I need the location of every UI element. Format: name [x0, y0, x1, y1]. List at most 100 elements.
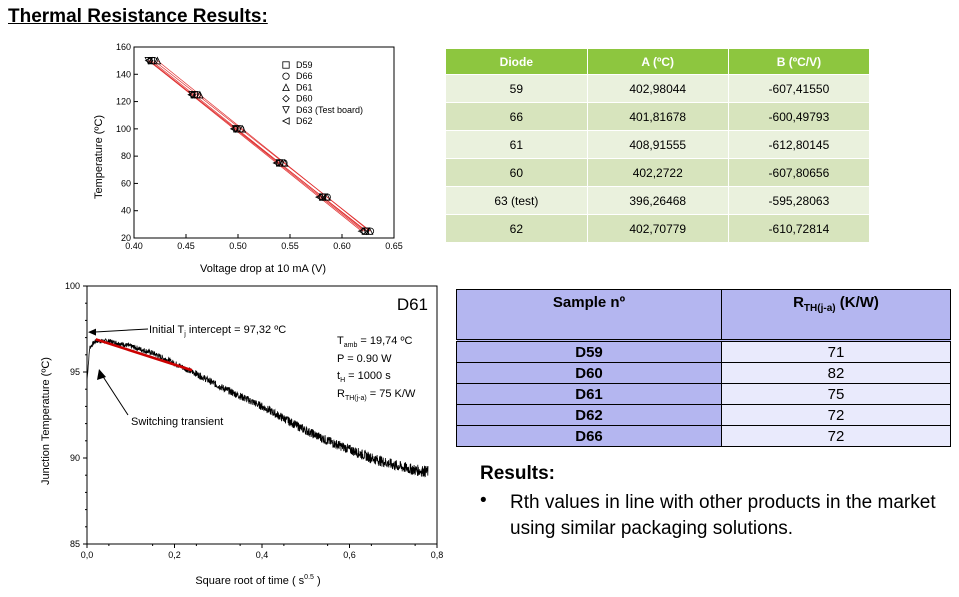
rth-table-row: D61 75: [456, 383, 951, 405]
y-tick-label: 100: [116, 124, 131, 134]
data-point: [359, 227, 368, 235]
legend-marker: [281, 117, 290, 125]
y-tick-label: 40: [121, 206, 131, 216]
transient-x-label: Square root of time ( s0.5 ): [195, 574, 320, 587]
data-point: [323, 192, 331, 201]
data-point: [280, 158, 289, 167]
legend-marker: [282, 72, 290, 80]
intercept-arrow-head: [88, 328, 96, 336]
transient-chart: 0,0 0,2 0,4 0,6 0,8 85 90 95 100 D61 Initial Tj…: [40, 281, 444, 587]
calibration-chart: 0.40 0.45 0.50 0.55 0.60 0.65 20 40 60 80 100 120 1…: [93, 42, 403, 275]
data-point: [229, 125, 238, 133]
diode-table-row: 63 (test) 396,26468 -595,28063: [446, 186, 871, 215]
calibration-x-axis: 0.40 0.45 0.50 0.55 0.60 0.65: [125, 234, 403, 251]
diode-table-cell: 66: [446, 102, 588, 131]
x-tick-label: 0,8: [431, 550, 444, 560]
legend-marker: [282, 83, 290, 91]
x-tick-label: 0,6: [343, 550, 356, 560]
data-point: [144, 57, 153, 65]
param-rth: RTH(j-a) = 75 K/W: [337, 388, 416, 402]
legend-label: D61: [296, 82, 313, 92]
x-tick-label: 0.65: [385, 241, 403, 251]
rth-sample-cell: D62: [456, 404, 722, 426]
diode-table-cell: -600,49793: [728, 102, 871, 131]
fit-line: [148, 60, 362, 232]
x-tick-label: 0,2: [168, 550, 181, 560]
diode-table-cell: -607,41550: [728, 74, 871, 103]
legend-label: D66: [296, 71, 313, 81]
rth-value-cell: 72: [721, 404, 951, 426]
data-point: [188, 91, 196, 99]
y-tick-label: 140: [116, 69, 131, 79]
rth-sample-cell: D60: [456, 362, 722, 384]
rth-header-rth: RTH(j-a) (K/W): [721, 289, 951, 341]
data-point: [238, 124, 247, 133]
param-th: tH = 1000 s: [337, 370, 391, 384]
x-tick-label: 0.60: [333, 241, 351, 251]
rth-sample-cell: D61: [456, 383, 722, 405]
fit-line: [151, 60, 366, 232]
diode-table-cell: -595,28063: [728, 186, 871, 215]
rth-table-row: D59 71: [456, 339, 951, 363]
transient-y-label: Junction Temperature (ºC): [40, 357, 52, 485]
legend-label: D59: [296, 60, 313, 70]
diode-header-b: B (ºC/V): [728, 49, 871, 75]
rth-table-row: D62 72: [456, 404, 951, 426]
diode-table-cell: -610,72814: [728, 214, 871, 242]
diode-table-cell: 408,91555: [587, 130, 729, 159]
diode-table-row: 62 402,70779 -610,72814: [446, 214, 871, 242]
diode-coefficient-table: Diode A (ºC) B (ºC/V) 59 402,98044 -607,41…: [446, 49, 871, 242]
diode-table-cell: 63 (test): [446, 186, 588, 215]
x-tick-label: 0.45: [177, 241, 195, 251]
y-tick-label: 95: [70, 367, 80, 377]
data-point: [187, 90, 196, 99]
x-tick-label: 0,4: [256, 550, 269, 560]
transient-title: D61: [397, 295, 428, 314]
diode-table-row: 59 402,98044 -607,41550: [446, 74, 871, 103]
diode-table-cell: 396,26468: [587, 186, 729, 215]
transient-fit-line: [95, 338, 193, 372]
results-heading: Results:: [480, 463, 555, 484]
data-point: [195, 90, 204, 99]
y-tick-label: 60: [121, 178, 131, 188]
rth-value-cell: 72: [721, 425, 951, 447]
calibration-points: [144, 56, 375, 236]
results-text: Rth values in line with other products i…: [510, 492, 936, 539]
transient-curve: [86, 338, 429, 478]
rth-value-cell: 71: [721, 339, 951, 363]
y-tick-label: 90: [70, 453, 80, 463]
diode-header-diode: Diode: [446, 49, 588, 75]
diode-table-cell: 402,2722: [587, 158, 729, 187]
y-tick-label: 100: [65, 281, 80, 291]
diode-table-header: Diode A (ºC) B (ºC/V): [446, 49, 871, 75]
intercept-arrow: [92, 328, 149, 333]
diode-table-row: 66 401,81678 -600,49793: [446, 102, 871, 131]
calibration-y-axis: 20 40 60 80 100 120 140 160: [116, 42, 138, 243]
legend-marker: [282, 61, 290, 69]
param-tamb: Tamb = 19,74 ºC: [337, 335, 412, 349]
y-tick-label: 80: [121, 151, 131, 161]
results-bullet: •: [480, 490, 487, 511]
legend-label: D63 (Test board): [296, 105, 363, 115]
data-point: [357, 227, 366, 236]
calibration-x-label: Voltage drop at 10 mA (V): [200, 263, 326, 275]
transient-x-axis: 0,0 0,2 0,4 0,6 0,8: [81, 544, 444, 560]
intercept-annotation: Initial Tj intercept = 97,32 ºC: [149, 324, 286, 338]
diode-header-a: A (ºC): [587, 49, 729, 75]
rth-header-sample: Sample nº: [456, 289, 722, 341]
data-point: [272, 159, 281, 167]
diode-table-cell: 402,70779: [587, 214, 729, 242]
y-tick-label: 85: [70, 539, 80, 549]
param-power: P = 0.90 W: [337, 353, 392, 365]
rth-value-cell: 75: [721, 383, 951, 405]
rth-table-header: Sample nº RTH(j-a) (K/W): [456, 289, 951, 341]
diode-table-row: 60 402,2722 -607,80656: [446, 158, 871, 187]
diode-table-cell: -607,80656: [728, 158, 871, 187]
calibration-y-label: Temperature (ºC): [93, 115, 105, 199]
rth-results-table: Sample nº RTH(j-a) (K/W) D59 71 D60 82 D61 75…: [456, 289, 951, 447]
rth-sample-cell: D66: [456, 425, 722, 447]
diode-table-cell: 59: [446, 74, 588, 103]
y-tick-label: 20: [121, 233, 131, 243]
y-tick-label: 120: [116, 97, 131, 107]
